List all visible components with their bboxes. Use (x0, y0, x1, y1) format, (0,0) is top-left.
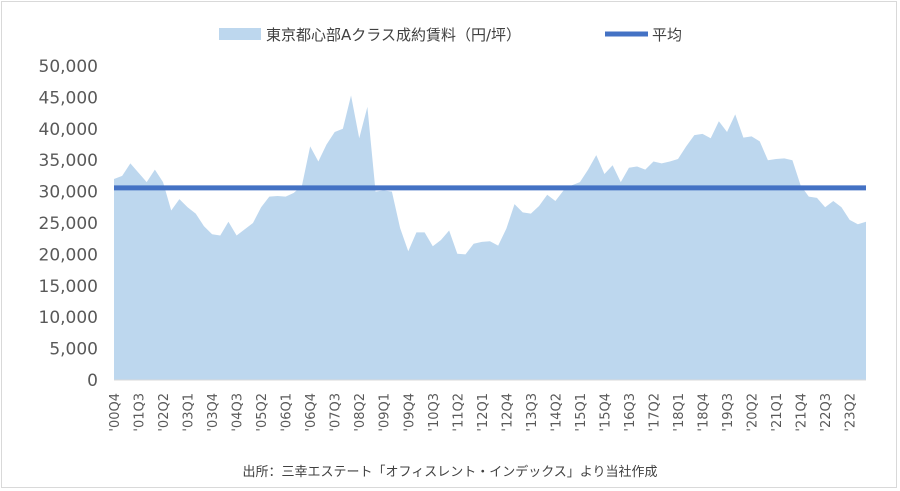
y-tick-label: 15,000 (39, 277, 98, 297)
y-tick-label: 50,000 (39, 57, 98, 77)
x-tick-label: '16Q3 (623, 393, 638, 432)
plot-area (114, 95, 866, 381)
x-axis: '00Q4 '01Q3 '02Q2 '03Q1 '03Q4 '04Q3 '05Q2 '06Q1… (108, 393, 859, 432)
legend-area-label: 東京都心部Aクラス成約賃料（円/坪） (266, 26, 521, 44)
x-tick-label: '06Q1 (280, 393, 295, 432)
y-tick-label: 45,000 (39, 88, 98, 108)
x-tick-label: '08Q2 (353, 393, 368, 432)
x-tick-label: '11Q2 (451, 393, 466, 432)
x-tick-label: '17Q2 (647, 393, 662, 432)
x-tick-label: '10Q3 (427, 393, 442, 432)
x-tick-label: '15Q4 (598, 393, 613, 432)
x-tick-label: '04Q3 (231, 393, 246, 432)
x-tick-label: '20Q2 (746, 393, 761, 432)
x-tick-label: '02Q2 (157, 393, 172, 432)
x-tick-label: '05Q2 (255, 393, 270, 432)
y-axis: 0 5,000 10,000 15,000 20,000 25,000 30,000 35,0… (39, 57, 98, 391)
y-tick-label: 30,000 (39, 183, 98, 203)
x-tick-label: '19Q3 (721, 393, 736, 432)
x-tick-label: '14Q2 (549, 393, 564, 432)
x-tick-label: '12Q4 (500, 393, 515, 432)
y-tick-label: 35,000 (39, 151, 98, 171)
x-tick-label: '15Q1 (574, 393, 589, 432)
x-tick-label: '07Q3 (329, 393, 344, 432)
rent-area-series (114, 95, 866, 381)
x-tick-label: '06Q4 (304, 393, 319, 432)
x-tick-label: '18Q4 (697, 393, 712, 432)
x-tick-label: '09Q4 (402, 393, 417, 432)
x-tick-label: '21Q1 (770, 393, 785, 432)
y-tick-label: 10,000 (39, 308, 98, 328)
legend-average-label: 平均 (652, 26, 682, 44)
y-tick-label: 0 (87, 371, 98, 391)
x-tick-label: '03Q1 (182, 393, 197, 432)
legend: 東京都心部Aクラス成約賃料（円/坪） 平均 (219, 26, 682, 44)
x-tick-label: '18Q1 (672, 393, 687, 432)
x-tick-label: '09Q1 (378, 393, 393, 432)
x-tick-label: '01Q3 (133, 393, 148, 432)
x-tick-label: '12Q1 (476, 393, 491, 432)
x-tick-label: '23Q2 (844, 393, 859, 432)
y-tick-label: 40,000 (39, 120, 98, 140)
legend-area-swatch (219, 28, 261, 40)
y-tick-label: 20,000 (39, 245, 98, 265)
y-tick-label: 25,000 (39, 214, 98, 234)
x-tick-label: '22Q3 (819, 393, 834, 432)
x-tick-label: '13Q3 (525, 393, 540, 432)
source-note: 出所：三幸エステート「オフィスレント・インデックス」より当社作成 (242, 465, 658, 480)
x-tick-label: '00Q4 (108, 393, 123, 432)
x-tick-label: '21Q4 (795, 393, 810, 432)
y-tick-label: 5,000 (49, 340, 98, 360)
x-tick-label: '03Q4 (206, 393, 221, 432)
